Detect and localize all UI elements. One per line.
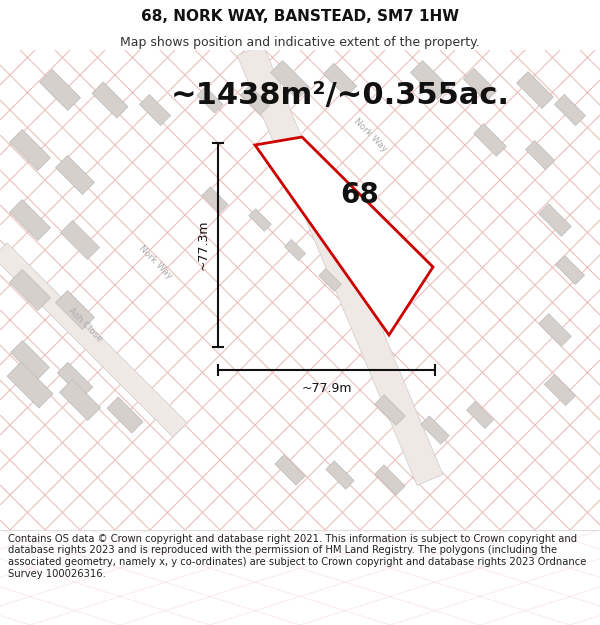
Text: Contains OS data © Crown copyright and database right 2021. This information is : Contains OS data © Crown copyright and d…	[8, 534, 586, 579]
Text: Nork Way: Nork Way	[352, 116, 388, 154]
Text: Nork Way: Nork Way	[137, 244, 173, 281]
Polygon shape	[421, 416, 449, 444]
Polygon shape	[241, 86, 269, 114]
Polygon shape	[237, 44, 443, 486]
Polygon shape	[319, 269, 341, 291]
Polygon shape	[107, 397, 143, 433]
Text: ~77.3m: ~77.3m	[197, 220, 210, 270]
Text: ~1438m²/~0.355ac.: ~1438m²/~0.355ac.	[170, 81, 509, 110]
Polygon shape	[526, 141, 554, 169]
Polygon shape	[202, 187, 228, 213]
Text: 68, NORK WAY, BANSTEAD, SM7 1HW: 68, NORK WAY, BANSTEAD, SM7 1HW	[141, 9, 459, 24]
Polygon shape	[271, 61, 310, 99]
Polygon shape	[467, 402, 493, 428]
Text: ~77.9m: ~77.9m	[301, 382, 352, 395]
Polygon shape	[375, 395, 405, 425]
Polygon shape	[56, 291, 94, 329]
Polygon shape	[517, 72, 553, 108]
Polygon shape	[326, 461, 354, 489]
Polygon shape	[40, 69, 80, 111]
Polygon shape	[61, 221, 100, 259]
Polygon shape	[323, 63, 356, 97]
Polygon shape	[11, 341, 49, 379]
Polygon shape	[59, 379, 101, 421]
Polygon shape	[554, 94, 586, 126]
Polygon shape	[10, 199, 50, 241]
Polygon shape	[410, 61, 449, 99]
Text: 68: 68	[341, 181, 379, 209]
Polygon shape	[284, 239, 305, 261]
Polygon shape	[10, 269, 50, 311]
Polygon shape	[248, 209, 271, 231]
Text: Map shows position and indicative extent of the property.: Map shows position and indicative extent…	[120, 36, 480, 49]
Polygon shape	[255, 137, 433, 335]
Polygon shape	[56, 156, 94, 194]
Polygon shape	[139, 94, 170, 126]
Polygon shape	[92, 82, 128, 118]
Polygon shape	[275, 455, 305, 485]
Polygon shape	[197, 87, 223, 113]
Polygon shape	[375, 465, 405, 495]
Polygon shape	[556, 256, 584, 284]
Text: Ash Close: Ash Close	[66, 306, 104, 344]
Polygon shape	[7, 362, 53, 408]
Polygon shape	[0, 243, 187, 437]
Polygon shape	[539, 204, 571, 236]
Polygon shape	[539, 314, 571, 346]
Polygon shape	[58, 362, 92, 398]
Polygon shape	[544, 374, 575, 406]
Polygon shape	[474, 124, 506, 156]
Polygon shape	[463, 68, 497, 102]
Polygon shape	[10, 129, 50, 171]
